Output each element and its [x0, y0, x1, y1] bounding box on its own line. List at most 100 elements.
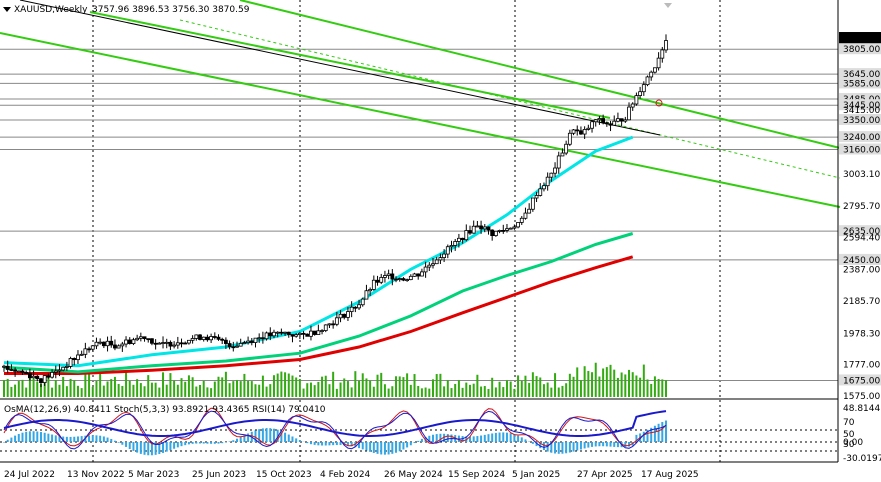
volume-bar	[598, 376, 601, 397]
volume-bar	[413, 374, 416, 397]
level-price-tag	[839, 113, 881, 125]
osma-bar	[306, 442, 309, 444]
candle-body	[664, 40, 668, 51]
volume-bar	[594, 362, 597, 397]
osma-bar	[39, 432, 42, 442]
osma-bar	[298, 440, 301, 442]
osma-bar	[150, 442, 153, 456]
candle-body	[482, 226, 487, 230]
volume-bar	[502, 387, 505, 397]
stoch-signal-line	[3, 407, 667, 447]
volume-bar	[176, 384, 179, 397]
symbol-label: XAUUSD,Weekly	[14, 5, 88, 15]
price-tick-label: 3415.00	[843, 106, 880, 116]
osma-bar	[99, 435, 102, 442]
candle-body	[279, 331, 284, 334]
osma-bar	[635, 434, 638, 442]
volume-bar	[476, 374, 479, 397]
candle-body	[468, 230, 472, 234]
osma-bar	[132, 442, 135, 451]
candle-body	[161, 342, 165, 344]
volume-bar	[28, 373, 31, 397]
candle-body	[360, 298, 365, 306]
osma-bar	[243, 435, 246, 442]
candle-body	[486, 226, 491, 231]
time-tick-label: 26 May 2024	[384, 470, 443, 480]
osma-bar	[76, 436, 79, 442]
volume-bar	[513, 388, 516, 397]
candle-body	[475, 225, 480, 228]
time-tick-label: 5 Jan 2025	[512, 470, 560, 480]
candle-body	[172, 344, 177, 347]
collapse-triangle-icon[interactable]	[3, 7, 11, 12]
candle-body	[76, 354, 80, 361]
volume-bar	[346, 381, 349, 397]
volume-bar	[365, 378, 368, 397]
price-axis: 3870.593805.003645.003585.003485.003445.…	[839, 32, 881, 402]
candle-body	[505, 228, 509, 231]
volume-bar	[110, 379, 113, 397]
last-price-label: 3870.59	[843, 35, 880, 45]
osma-bar	[317, 442, 320, 446]
volume-bar	[398, 376, 401, 397]
candle-body	[124, 339, 128, 345]
candle-body	[187, 339, 191, 344]
osma-bar	[439, 433, 442, 442]
volume-bar	[232, 381, 235, 397]
volume-bar	[332, 371, 335, 397]
osma-bar	[572, 442, 575, 452]
oscillator-label: OsMA(12,26,9) 40.8411 Stoch(5,3,3) 93.89…	[4, 405, 326, 415]
osma-bar	[261, 428, 264, 442]
volume-bar	[616, 377, 619, 397]
osma-bar	[420, 438, 423, 442]
candle-body	[442, 253, 447, 258]
volume-bar	[187, 375, 190, 397]
candle-body	[549, 172, 554, 178]
candle-body	[120, 343, 125, 347]
volume-bar	[213, 381, 216, 397]
volume-bar	[313, 385, 316, 397]
osma-bar	[376, 442, 379, 454]
candle-body	[516, 222, 520, 228]
candle-body	[168, 341, 173, 347]
volume-bar	[99, 371, 102, 397]
volume-bar	[243, 373, 246, 397]
osma-bar	[565, 442, 568, 454]
volume-bar	[420, 388, 423, 397]
osma-bar	[239, 437, 242, 442]
candlestick-series	[2, 34, 668, 388]
osma-bar	[372, 442, 375, 453]
candle-body	[579, 130, 583, 135]
osma-bar	[121, 442, 124, 445]
osma-bar	[321, 442, 324, 446]
volume-bar	[88, 371, 91, 397]
volume-bar	[76, 385, 79, 397]
volume-bar	[51, 387, 54, 397]
volume-bar	[665, 380, 667, 397]
candle-body	[427, 264, 432, 268]
volume-bar	[572, 376, 575, 397]
osma-bar	[54, 435, 57, 442]
candle-body	[357, 304, 361, 309]
volume-bar	[465, 382, 468, 397]
candle-body	[346, 311, 350, 318]
volume-bar	[250, 381, 253, 397]
osma-bar	[280, 431, 283, 442]
osc-axis-label: -30.0197	[843, 454, 881, 464]
channel-middle-line	[89, 11, 611, 119]
osma-bar	[579, 442, 582, 450]
osma-bar	[58, 436, 61, 442]
volume-bar	[358, 380, 361, 397]
osc-axis-label: 30	[843, 440, 855, 450]
volume-bar	[210, 388, 213, 397]
alert-marker[interactable]	[655, 99, 663, 107]
volume-bar	[380, 372, 383, 397]
volume-bar	[605, 367, 608, 397]
volume-bar	[435, 374, 438, 397]
candle-body	[497, 230, 502, 232]
osma-bar	[657, 423, 660, 442]
volume-bar	[561, 385, 564, 397]
volume-bar	[565, 383, 568, 397]
volume-bar	[439, 373, 442, 397]
